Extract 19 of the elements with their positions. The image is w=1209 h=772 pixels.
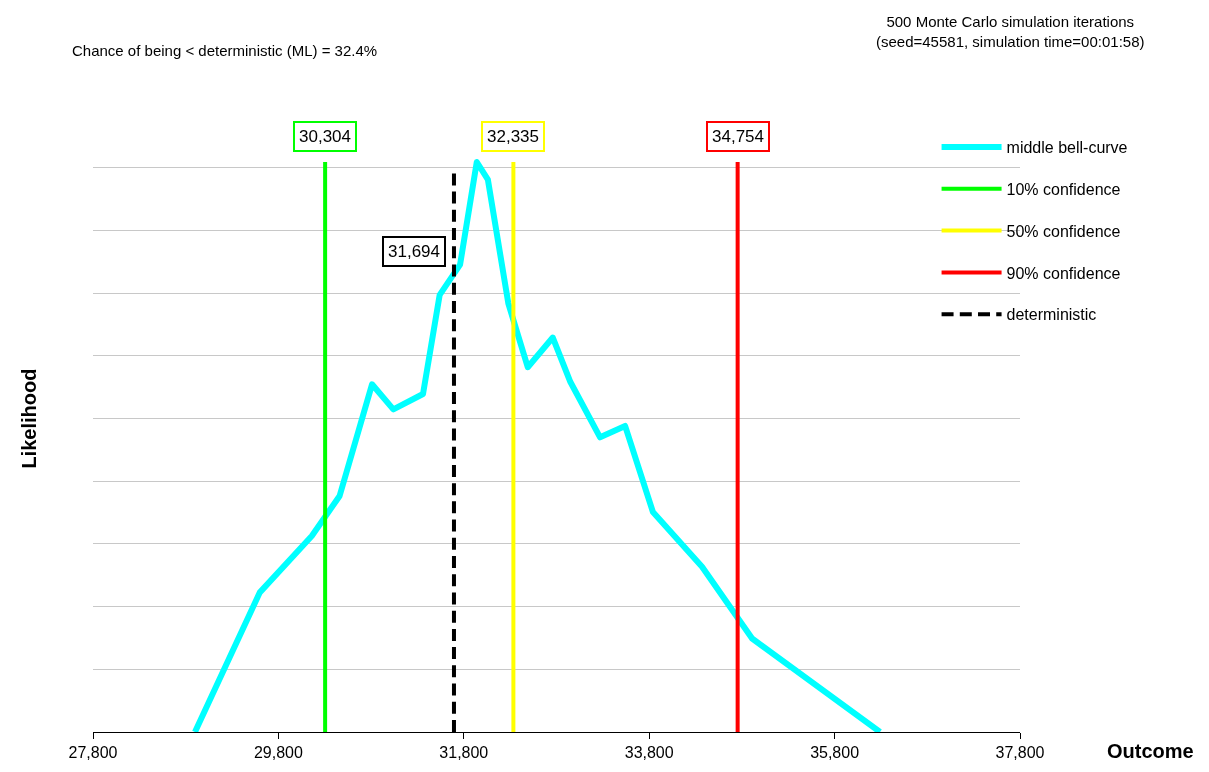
x-tick-label: 31,800 [439,744,489,762]
legend-label: deterministic [1006,306,1097,324]
x-tick-label: 27,800 [68,744,118,762]
legend-label: middle bell-curve [1006,139,1128,157]
x-tick-label: 29,800 [253,744,303,762]
text: 500 Monte Carlo simulation iterations (seed=45581, simulation time=00:01:58) [876,13,1145,50]
legend-label: 10% confidence [1006,181,1121,199]
text: 32,335 [487,127,539,146]
x-tick-label: 35,800 [810,744,860,762]
annotation: 31,694 [388,242,440,261]
x-tick-label: 33,800 [624,744,674,762]
legend-label: 90% confidence [1006,264,1121,282]
y-axis-title: Likelihood [17,368,40,469]
x-axis-title: Outcome [1107,740,1194,762]
x-tick-label: 37,800 [995,744,1045,762]
text: 34,754 [712,127,764,146]
text: 30,304 [299,127,351,146]
text: Chance of being < deterministic (ML) = 32.4% [72,42,378,59]
legend-label: 50% confidence [1006,222,1121,240]
